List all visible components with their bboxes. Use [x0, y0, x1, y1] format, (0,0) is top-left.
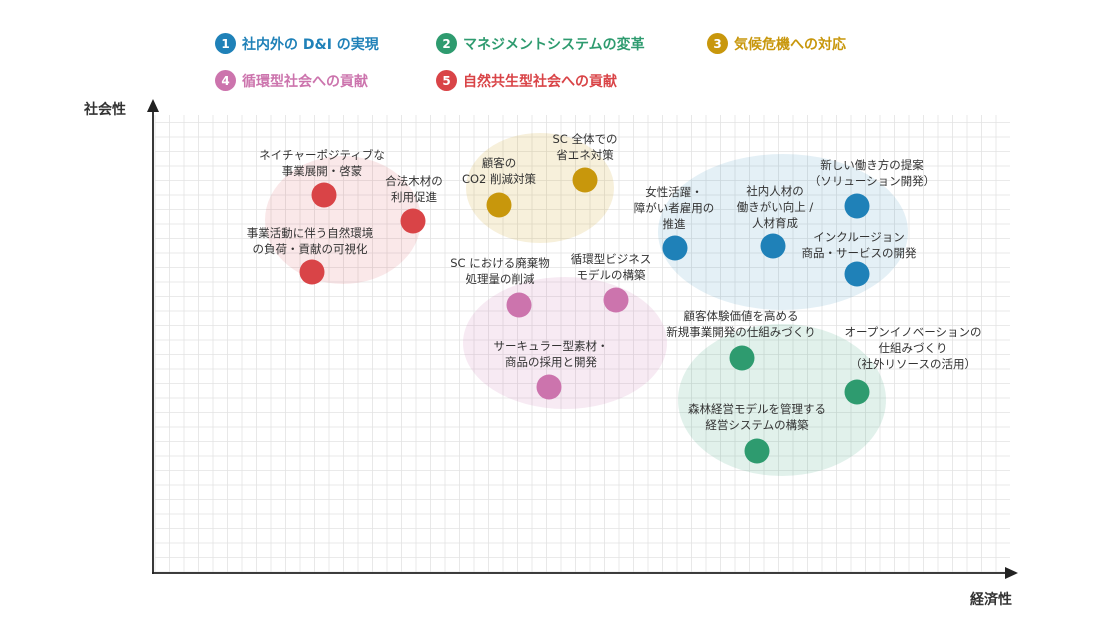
point-dot [729, 345, 755, 371]
point-label: 顧客の CO2 削減対策 [461, 156, 537, 186]
point-label: インクルージョン 商品・サービスの開発 [801, 230, 917, 260]
point-label: 顧客体験価値を高める 新規事業開発の仕組みづくり [666, 309, 816, 339]
legend-label-3: 気候危機への対応 [734, 36, 846, 53]
legend-item-2: 2 マネジメントシステムの変革 [436, 33, 645, 54]
legend-number-4: 4 [215, 70, 236, 91]
point-label: 新しい働き方の提案 （ソリューション開発） [808, 158, 936, 188]
point-dot [299, 259, 325, 285]
legend-number-2: 2 [436, 33, 457, 54]
legend-label-1: 社内外の D&I の実現 [242, 36, 379, 53]
point-dot [760, 233, 786, 259]
point-label: SC における廃棄物 処理量の削減 [450, 256, 550, 286]
point-dot [311, 182, 337, 208]
point-dot [844, 261, 870, 287]
legend-item-5: 5 自然共生型社会への貢献 [436, 70, 617, 91]
legend-label-2: マネジメントシステムの変革 [463, 36, 645, 53]
point-dot [603, 287, 629, 313]
point-label: オープンイノベーションの 仕組みづくり （社外リソースの活用） [844, 325, 982, 371]
point-dot [744, 438, 770, 464]
point-dot [486, 192, 512, 218]
point-dot [844, 193, 870, 219]
point-label: 循環型ビジネス モデルの構築 [570, 252, 652, 282]
point-label: SC 全体での 省エネ対策 [552, 132, 618, 162]
point-label: 森林経営モデルを管理する 経営システムの構築 [688, 402, 826, 432]
legend-item-1: 1 社内外の D&I の実現 [215, 33, 379, 54]
y-axis-arrow [147, 99, 159, 112]
cluster-ellipse-2 [678, 324, 886, 476]
legend-item-3: 3 気候危機への対応 [707, 33, 846, 54]
point-label: 事業活動に伴う自然環境 の負荷・貢献の可視化 [246, 226, 374, 256]
point-label: 社内人材の 働きがい向上 / 人材育成 [736, 184, 814, 230]
legend-number-3: 3 [707, 33, 728, 54]
point-dot [536, 374, 562, 400]
point-dot [662, 235, 688, 261]
point-label: ネイチャーポジティブな 事業展開・啓蒙 [259, 148, 385, 178]
legend-number-1: 1 [215, 33, 236, 54]
y-axis-label: 社会性 [84, 102, 126, 118]
legend-item-4: 4 循環型社会への貢献 [215, 70, 368, 91]
point-label: 女性活躍・ 障がい者雇用の 推進 [633, 185, 715, 231]
legend-number-5: 5 [436, 70, 457, 91]
x-axis-label: 経済性 [970, 592, 1012, 608]
point-dot [844, 379, 870, 405]
cluster-ellipse-5 [265, 156, 421, 284]
point-dot [506, 292, 532, 318]
point-label: サーキュラー型素材・ 商品の採用と開発 [493, 339, 609, 369]
legend-label-4: 循環型社会への貢献 [242, 73, 368, 90]
point-dot [572, 167, 598, 193]
point-label: 合法木材の 利用促進 [385, 174, 443, 204]
x-axis-arrow [1005, 567, 1018, 579]
point-dot [400, 208, 426, 234]
legend-label-5: 自然共生型社会への貢献 [463, 73, 617, 90]
